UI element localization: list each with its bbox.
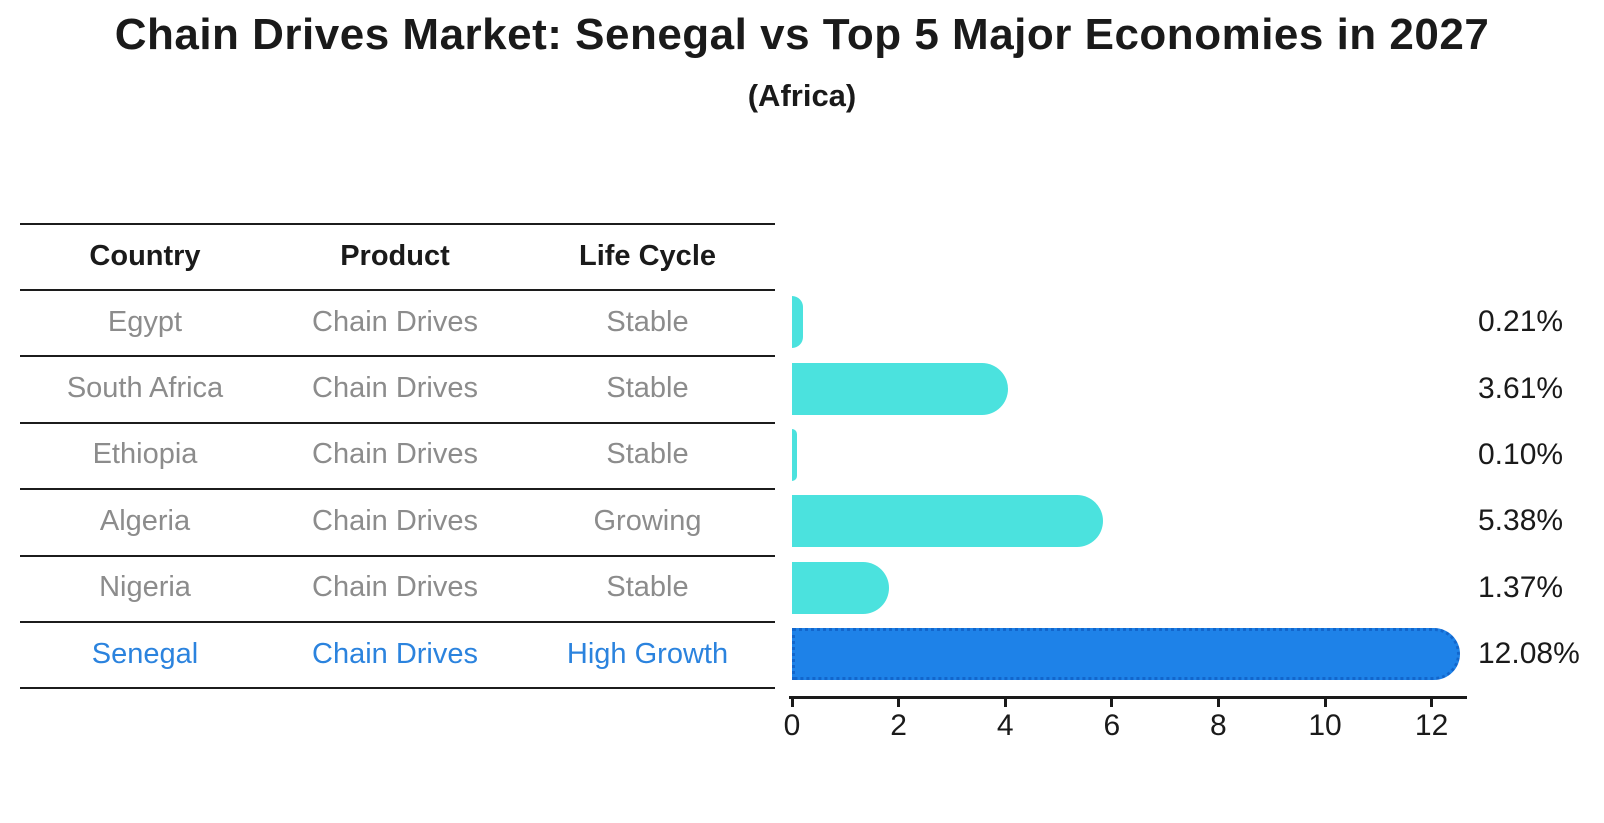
- bar-egypt: [792, 296, 804, 349]
- table-row-divider-6: [20, 621, 775, 623]
- x-axis-spine: [789, 696, 1467, 699]
- value-label-ethiopia: 0.10%: [1478, 438, 1564, 471]
- life-cycle-cell-egypt: Stable: [606, 305, 689, 338]
- x-tick-6: [1110, 698, 1114, 707]
- x-tick-label-8: 8: [1210, 709, 1227, 742]
- column-header-life-cycle: Life Cycle: [579, 239, 716, 272]
- x-tick-10: [1323, 698, 1327, 707]
- chart-subtitle: (Africa): [747, 78, 857, 113]
- x-tick-label-6: 6: [1103, 709, 1121, 742]
- chart-title: Chain Drives Market: Senegal vs Top 5 Ma…: [114, 10, 1490, 59]
- value-label-south-africa: 3.61%: [1478, 371, 1564, 405]
- country-cell-algeria: Algeria: [99, 504, 191, 537]
- country-cell-ethiopia: Ethiopia: [92, 438, 198, 471]
- life-cycle-cell-algeria: Growing: [593, 504, 702, 537]
- product-cell-south-africa: Chain Drives: [312, 372, 478, 405]
- life-cycle-cell-senegal: High Growth: [566, 637, 729, 670]
- x-tick-2: [897, 698, 901, 707]
- value-label-algeria: 5.38%: [1478, 504, 1564, 538]
- x-tick-label-4: 4: [996, 709, 1014, 742]
- life-cycle-cell-ethiopia: Stable: [606, 438, 689, 471]
- table-row-divider-1: [20, 289, 775, 291]
- x-tick-8: [1216, 698, 1220, 707]
- column-header-product: Product: [340, 239, 450, 272]
- product-cell-senegal: Chain Drives: [312, 637, 478, 670]
- value-label-nigeria: 1.37%: [1478, 570, 1564, 604]
- product-cell-algeria: Chain Drives: [312, 504, 478, 537]
- x-tick-label-12: 12: [1414, 709, 1449, 742]
- x-tick-label-0: 0: [783, 709, 801, 742]
- bar-south-africa: [792, 362, 1009, 415]
- table-row-divider-3: [20, 421, 775, 424]
- country-cell-senegal: Senegal: [91, 637, 199, 670]
- column-header-country: Country: [89, 239, 201, 272]
- country-cell-egypt: Egypt: [107, 305, 183, 338]
- country-cell-south-africa: South Africa: [66, 372, 224, 405]
- value-label-senegal: 12.08%: [1478, 637, 1580, 671]
- x-tick-0: [790, 698, 794, 707]
- life-cycle-cell-nigeria: Stable: [606, 571, 689, 604]
- table-row-divider-7: [20, 687, 775, 690]
- x-tick-label-10: 10: [1308, 709, 1342, 742]
- x-tick-label-2: 2: [890, 709, 907, 742]
- table-row-divider-4: [20, 488, 775, 491]
- bar-algeria: [792, 495, 1103, 548]
- bar-nigeria: [792, 561, 890, 614]
- product-cell-ethiopia: Chain Drives: [312, 438, 478, 471]
- bar-ethiopia: [792, 429, 798, 481]
- table-row-divider-0: [20, 223, 775, 225]
- x-tick-12: [1430, 698, 1434, 707]
- product-cell-nigeria: Chain Drives: [312, 571, 478, 604]
- x-tick-4: [1003, 698, 1007, 707]
- product-cell-egypt: Chain Drives: [312, 305, 478, 338]
- table-row-divider-5: [20, 554, 775, 557]
- table-row-divider-2: [20, 355, 775, 358]
- bar-senegal: [792, 628, 1460, 681]
- value-label-egypt: 0.21%: [1478, 305, 1564, 339]
- country-cell-nigeria: Nigeria: [99, 571, 191, 604]
- life-cycle-cell-south-africa: Stable: [606, 372, 689, 405]
